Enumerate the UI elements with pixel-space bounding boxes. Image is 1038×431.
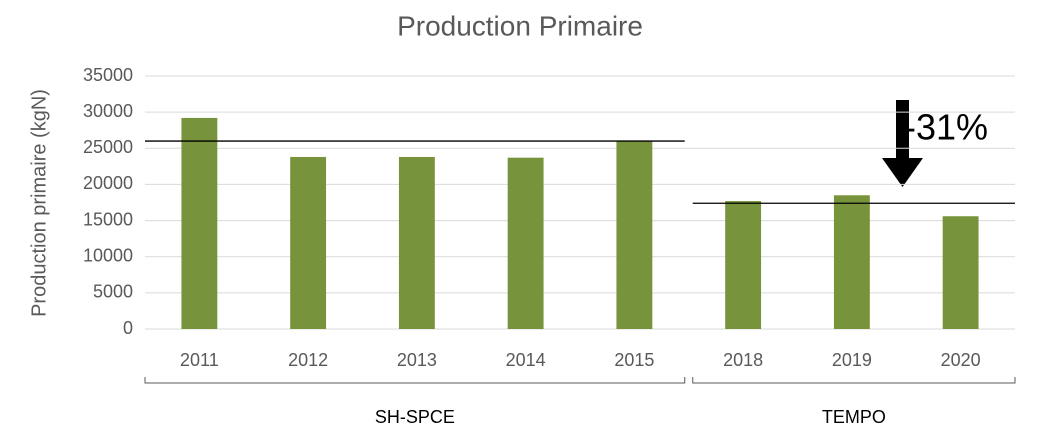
bar: [942, 216, 979, 329]
arrow: [882, 100, 923, 187]
group-bracket: [692, 377, 1016, 384]
y-axis-label: Production primaire (kgN): [28, 89, 50, 317]
x-tick-label: 2014: [506, 350, 546, 370]
x-tick-label: 2011: [180, 350, 219, 370]
bar: [725, 201, 762, 329]
y-tick-label: 5000: [93, 282, 133, 302]
bar: [398, 156, 435, 329]
y-tick-label: 20000: [83, 173, 133, 193]
x-tick-label: 2015: [614, 350, 654, 370]
chart-title: Production Primaire: [397, 10, 643, 41]
y-tick-label: 30000: [83, 101, 133, 121]
annotation: -31%: [904, 107, 988, 148]
group-label: SH-SPCE: [375, 407, 455, 427]
y-tick-label: 35000: [83, 65, 133, 85]
bar: [290, 156, 327, 329]
x-tick-label: 2019: [832, 350, 872, 370]
bar: [181, 117, 218, 329]
bar: [507, 157, 544, 329]
group-bracket: [144, 377, 686, 384]
y-tick-label: 15000: [83, 209, 133, 229]
x-tick-label: 2018: [723, 350, 763, 370]
bar: [616, 141, 653, 329]
bar: [833, 195, 870, 329]
x-tick-label: 2020: [941, 350, 981, 370]
y-tick-label: 0: [123, 318, 133, 338]
x-tick-label: 2012: [288, 350, 328, 370]
y-tick-label: 25000: [83, 137, 133, 157]
y-tick-label: 10000: [83, 245, 133, 265]
x-tick-label: 2013: [397, 350, 437, 370]
group-label: TEMPO: [822, 407, 886, 427]
